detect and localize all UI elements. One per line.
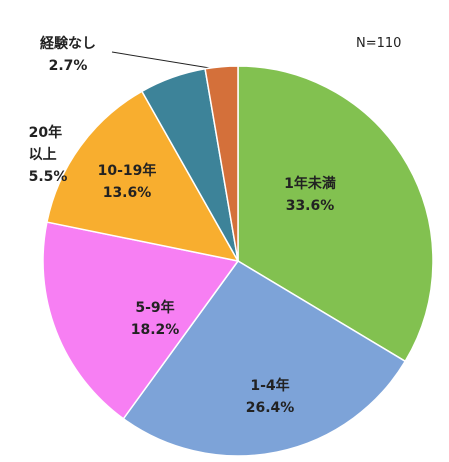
slice-label: 10-19年 13.6% (98, 160, 157, 204)
slice (237, 65, 434, 363)
slice (204, 65, 239, 262)
value-label: 13.6% (102, 185, 152, 201)
slice (122, 260, 407, 457)
category-label: 1-4年 (250, 378, 290, 394)
slice-label: 経験なし 2.7% (40, 33, 96, 77)
value-label: 5.5% (28, 169, 68, 185)
category-label: 経験なし (40, 36, 96, 52)
annotation: N=110 (356, 36, 402, 51)
value-label: 18.2% (130, 322, 180, 338)
value-label: 2.7% (48, 58, 88, 74)
slice-label: 1-4年 26.4% (246, 375, 295, 419)
slice (46, 90, 240, 263)
category-label: 20年以上 (28, 125, 63, 163)
value-label: 33.6% (285, 198, 335, 214)
slice-label: 1年未満 33.6% (284, 173, 336, 217)
slice (42, 221, 240, 420)
category-label: 10-19年 (97, 163, 157, 179)
slice-label: 20年以上 5.5% (29, 122, 68, 188)
slice-label: 5-9年 18.2% (131, 297, 180, 341)
leader-line (111, 51, 223, 71)
category-label: 5-9年 (135, 300, 175, 316)
category-label: 1年未満 (284, 176, 336, 192)
value-label: 26.4% (245, 400, 295, 416)
